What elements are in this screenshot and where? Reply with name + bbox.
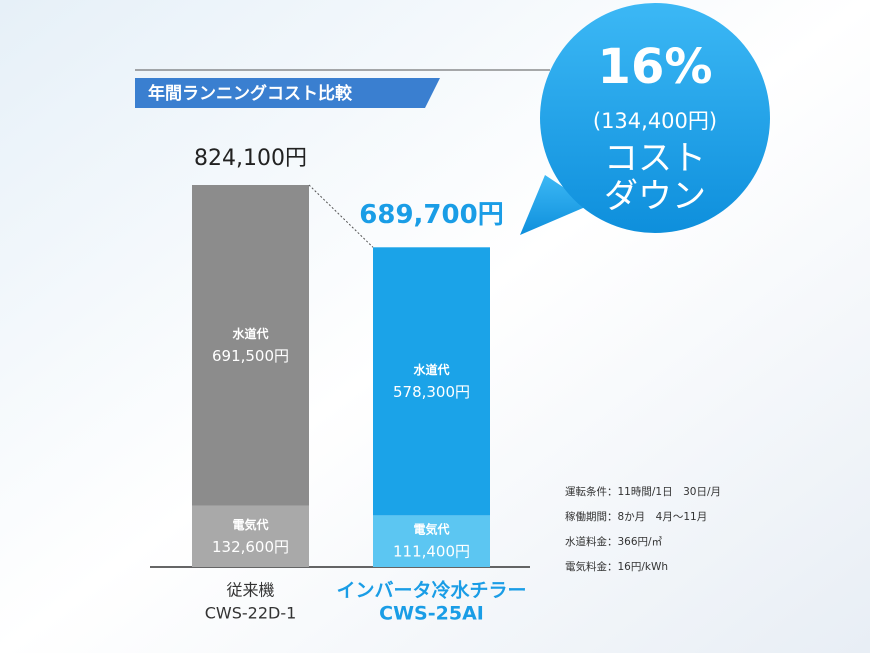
model-label: CWS-22D-1	[205, 604, 297, 623]
segment-value: 691,500円	[212, 347, 289, 365]
total-label: 824,100円	[194, 146, 307, 171]
chart-title: 年間ランニングコスト比較	[148, 83, 353, 104]
bar-segment	[373, 515, 490, 567]
callout-percent: 16%	[598, 39, 713, 95]
callout-line: コスト	[604, 139, 706, 179]
segment-name: 水道代	[232, 326, 268, 341]
condition-note: 電気料金：16円/kWh	[565, 560, 668, 573]
segment-name: 電気代	[232, 517, 268, 532]
condition-note: 水道料金：366円/㎥	[565, 535, 662, 548]
segment-name: 電気代	[413, 522, 449, 537]
condition-note: 運転条件：11時間/1日 30日/月	[565, 485, 721, 498]
total-label: 689,700円	[359, 200, 503, 230]
bar-segment	[192, 185, 309, 506]
callout-bubble	[540, 3, 770, 233]
callout-line: ダウン	[604, 177, 706, 217]
segment-value: 111,400円	[393, 543, 470, 561]
callout-amount: (134,400円)	[593, 109, 717, 133]
x-tick-label: 従来機	[226, 581, 274, 600]
model-label: CWS-25AI	[379, 603, 484, 625]
segment-value: 132,600円	[212, 538, 289, 556]
segment-value: 578,300円	[393, 383, 470, 401]
segment-name: 水道代	[413, 362, 449, 377]
x-tick-label: インバータ冷水チラー	[336, 579, 526, 602]
connector	[308, 184, 374, 248]
bar-segment	[373, 247, 490, 516]
title-banner	[135, 78, 440, 108]
callout-tail	[520, 175, 590, 235]
bar-segment	[192, 505, 309, 567]
condition-note: 稼働期間：8か月 4月～11月	[565, 510, 707, 523]
